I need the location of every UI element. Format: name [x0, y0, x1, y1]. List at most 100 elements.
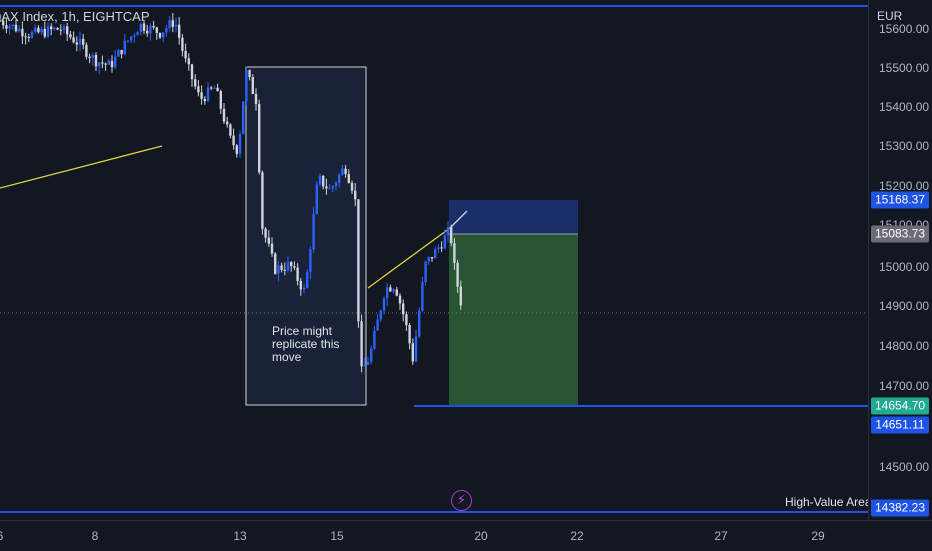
take-profit-zone[interactable] — [449, 234, 578, 406]
candle-body — [8, 26, 11, 29]
candle-body — [354, 190, 357, 200]
candle-body — [363, 365, 366, 367]
candle-body — [270, 243, 274, 254]
candle-body — [78, 38, 82, 45]
candle-body — [14, 24, 18, 32]
stop-loss-zone[interactable] — [449, 200, 578, 234]
candle-body — [146, 30, 149, 34]
candle-body — [85, 44, 88, 57]
candle-body — [104, 63, 107, 65]
candle-body — [18, 28, 21, 32]
chart-area[interactable]: DAX Index, 1h, EIGHTCAP Price might repl… — [0, 0, 868, 520]
price-tag-low-line[interactable]: 14654.70 — [871, 397, 929, 415]
candle-body — [347, 174, 350, 183]
price-tick: 14900.00 — [879, 299, 930, 313]
candle-body — [350, 182, 354, 191]
candle-body — [379, 310, 382, 320]
candle-body — [62, 26, 66, 31]
price-tick: 15000.00 — [879, 260, 930, 274]
time-tick: 22 — [570, 529, 584, 543]
candle-body — [443, 235, 446, 249]
candle-body — [283, 269, 286, 271]
candle-body — [389, 287, 392, 292]
candle-body — [334, 182, 338, 187]
candle-body — [318, 175, 322, 185]
candle-body — [357, 199, 360, 322]
candle-body — [408, 325, 411, 344]
candle-body — [2, 20, 5, 26]
candle-body — [245, 70, 248, 102]
candle-body — [226, 121, 229, 125]
candle-body — [72, 37, 75, 43]
candle-body — [437, 247, 440, 249]
candle-body — [382, 298, 386, 311]
candle-body — [315, 184, 318, 214]
candle-body — [411, 343, 414, 362]
candle-body — [107, 60, 110, 65]
trendline-extension[interactable] — [449, 210, 468, 229]
candle-body — [222, 108, 226, 122]
candle-body — [152, 25, 155, 28]
time-tick: 15 — [330, 529, 344, 543]
candle-body — [258, 103, 261, 173]
candle-body — [149, 25, 152, 34]
candle-body — [299, 280, 302, 290]
candle-body — [56, 27, 59, 30]
candle-body — [398, 295, 402, 304]
annotation-note[interactable]: Price might replicate this move — [272, 324, 340, 364]
price-tick: 14700.00 — [879, 379, 930, 393]
currency-label[interactable]: EUR — [877, 9, 903, 23]
time-tick: 13 — [233, 529, 247, 543]
candle-body — [293, 266, 296, 268]
candle-body — [24, 36, 27, 38]
candle-body — [296, 267, 299, 281]
candle-body — [206, 87, 210, 102]
candle-body — [200, 92, 203, 99]
candle-body — [46, 26, 50, 37]
candle-body — [344, 168, 347, 175]
lightning-icon[interactable]: ⚡︎ — [451, 490, 472, 511]
price-tag-high-box[interactable]: 15168.37 — [871, 191, 929, 209]
candle-body — [338, 174, 341, 183]
candle-body — [418, 310, 421, 337]
candle-body — [117, 49, 120, 57]
candle-body — [238, 133, 242, 154]
price-chart[interactable] — [0, 0, 868, 520]
candle-body — [194, 79, 197, 87]
candle-body — [190, 64, 194, 80]
price-tag-hva[interactable]: 14382.23 — [871, 499, 929, 517]
candle-body — [434, 248, 437, 259]
high-value-area-label: High-Value Area — [785, 495, 868, 509]
candle-body — [446, 227, 450, 236]
candle-body — [174, 24, 178, 27]
price-tick: 15400.00 — [879, 100, 930, 114]
candle-body — [203, 98, 206, 102]
time-axis[interactable]: 6 8 13 15 20 22 27 29 — [0, 520, 932, 551]
price-tick: 15200.00 — [879, 179, 930, 193]
candle-body — [142, 23, 146, 31]
trendline-right[interactable] — [367, 227, 451, 289]
candle-body — [187, 58, 190, 65]
candle-body — [11, 24, 14, 27]
price-tag-low-line-2[interactable]: 14651.11 — [871, 416, 929, 434]
candle-body — [392, 289, 395, 292]
candle-body — [280, 265, 283, 270]
candle-body — [341, 168, 344, 175]
candle-body — [421, 282, 424, 311]
candle-body — [158, 32, 162, 38]
candle-body — [178, 24, 181, 38]
trendline-left[interactable] — [0, 145, 163, 189]
candle-body — [69, 34, 72, 38]
candle-body — [306, 271, 309, 288]
candle-body — [59, 29, 62, 31]
price-tag-current[interactable]: 15083.73 — [871, 225, 929, 243]
candle-body — [162, 32, 165, 38]
candle-body — [126, 40, 130, 42]
candle-body — [251, 77, 254, 94]
candle-body — [309, 249, 312, 272]
candle-body — [219, 91, 222, 109]
price-scale[interactable]: EUR 15600.00 15500.00 15400.00 15300.00 … — [868, 0, 932, 520]
candle-body — [267, 237, 270, 244]
candle-body — [197, 86, 200, 93]
candle-body — [254, 93, 258, 104]
